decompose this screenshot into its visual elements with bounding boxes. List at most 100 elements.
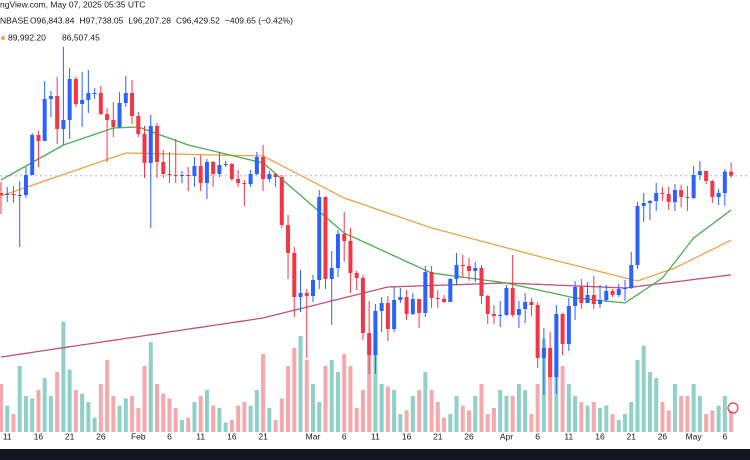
candle-body — [554, 314, 559, 377]
volume-bar — [373, 350, 378, 432]
candle-body — [672, 190, 677, 202]
volume-bar — [48, 396, 53, 432]
ma-dot — [1, 36, 5, 40]
candle-body — [136, 116, 141, 134]
volume-bar — [604, 405, 609, 432]
candle-body — [354, 273, 359, 278]
volume-bar — [672, 384, 677, 432]
candle-body — [73, 79, 78, 104]
candle-body — [192, 166, 197, 176]
candle-body — [204, 162, 209, 183]
candle-body — [448, 279, 453, 302]
volume-bar — [92, 417, 97, 432]
candle-body — [722, 171, 727, 193]
volume-bar — [254, 390, 259, 432]
volume-bar — [529, 414, 534, 432]
x-axis: 11 16 21 26 Feb 6 11 16 21 Mar 6 11 16 21 26 Apr 6 11 16 21… — [3, 431, 728, 441]
candle-body — [647, 201, 652, 203]
candle-body — [254, 157, 259, 174]
volume-bar — [173, 408, 178, 432]
candle-body — [385, 303, 390, 329]
candle-body — [98, 93, 103, 114]
volume-bar — [73, 390, 78, 432]
candle-body — [261, 157, 266, 179]
ma-line — [0, 152, 732, 282]
volume-bar — [179, 420, 184, 432]
candle-body — [410, 299, 415, 314]
volume-bar — [654, 378, 659, 432]
ohlc-row: O96,843.84 H97,738.05 L96,207.28 C96,429.52… — [30, 15, 293, 25]
candle-body — [142, 134, 147, 163]
candle-body — [186, 175, 191, 176]
volume-bar — [123, 398, 128, 432]
volume-bar — [186, 417, 191, 432]
candle-body — [155, 126, 159, 162]
volume-bar — [30, 398, 35, 432]
candle-body — [67, 79, 72, 120]
volume-bar — [317, 402, 322, 432]
candle-body — [623, 288, 627, 289]
candle-body — [311, 280, 315, 296]
volume-bar — [298, 336, 303, 432]
x-tick-label: 21 — [258, 431, 268, 441]
volume-bar — [36, 390, 41, 432]
candle-body — [167, 174, 172, 175]
ma-value: 89,992.20 — [8, 32, 46, 42]
candle-body — [248, 174, 253, 184]
volume-bar — [410, 396, 415, 432]
volume-bar — [98, 384, 103, 432]
x-tick-label: 6 — [535, 431, 540, 441]
volume-bar — [5, 405, 10, 432]
x-tick-label: Mar — [306, 431, 321, 441]
volume-bar — [354, 408, 359, 432]
volume-bar — [111, 396, 116, 432]
candle-body — [460, 265, 465, 266]
volume-bar — [136, 408, 141, 432]
candle-body — [86, 93, 91, 100]
candle-body — [566, 306, 571, 344]
candle-body — [635, 206, 640, 265]
volume-bar — [473, 396, 478, 432]
candle-body — [130, 93, 135, 116]
x-tick-label: 21 — [65, 431, 75, 441]
volume-bar — [379, 384, 384, 432]
volume-bar — [710, 410, 715, 432]
volume-layer — [0, 321, 734, 432]
volume-bar — [716, 405, 721, 432]
volume-bar — [23, 396, 28, 432]
candle-body — [236, 179, 241, 183]
candle-body — [111, 120, 116, 127]
volume-bar — [229, 420, 234, 432]
volume-bar — [729, 410, 734, 432]
x-tick-label: Feb — [131, 431, 146, 441]
x-tick-label: 26 — [96, 431, 106, 441]
volume-bar — [342, 354, 347, 432]
candle-body — [42, 99, 47, 141]
volume-bar — [11, 414, 16, 432]
x-tick-label: 11 — [3, 431, 12, 441]
volume-bar — [223, 422, 228, 432]
volume-bar — [585, 405, 590, 432]
candle-body — [123, 93, 128, 103]
candle-body — [548, 348, 553, 377]
x-tick-label: Apr — [500, 431, 513, 441]
volume-bar — [105, 360, 110, 432]
candle-body — [504, 288, 509, 315]
volume-bar — [86, 402, 91, 432]
volume-bar — [192, 402, 197, 432]
candle-body — [685, 197, 690, 198]
candle-body — [367, 333, 372, 355]
candle-body — [17, 195, 22, 196]
x-tick-label: May — [686, 431, 703, 441]
candle-body — [660, 193, 665, 194]
alert-icon[interactable] — [727, 402, 739, 414]
candle-body — [429, 272, 434, 298]
volume-bar — [117, 405, 122, 432]
volume-bar — [311, 384, 315, 432]
volume-bar — [304, 360, 309, 432]
volume-bar — [130, 396, 135, 432]
volume-bar — [598, 408, 603, 432]
candle-body — [117, 103, 122, 127]
volume-bar — [0, 384, 3, 432]
x-tick-label: 11 — [564, 431, 573, 441]
